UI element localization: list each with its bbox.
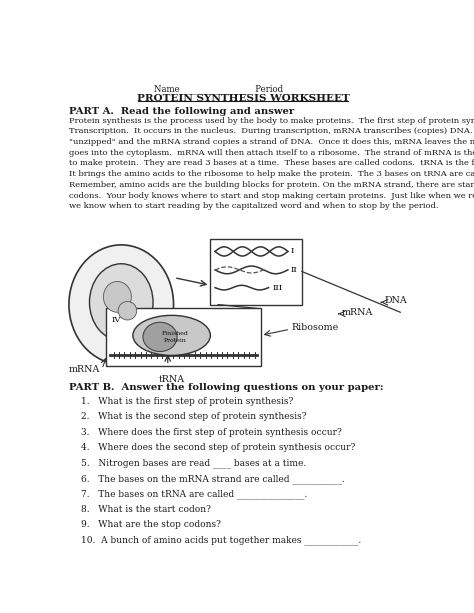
Bar <box>106 308 261 366</box>
Text: III: III <box>273 284 283 292</box>
Ellipse shape <box>103 281 131 312</box>
Ellipse shape <box>118 302 137 320</box>
Bar <box>210 239 302 305</box>
Text: Protein synthesis is the process used by the body to make proteins.  The first s: Protein synthesis is the process used by… <box>69 116 474 210</box>
Text: 4.   Where does the second step of protein synthesis occur?: 4. Where does the second step of protein… <box>81 443 355 452</box>
Text: 7.   The bases on tRNA are called _______________.: 7. The bases on tRNA are called ________… <box>81 489 307 499</box>
Text: PART B.  Answer the following questions on your paper:: PART B. Answer the following questions o… <box>69 383 383 392</box>
Text: IV: IV <box>112 316 121 324</box>
Ellipse shape <box>143 322 177 351</box>
Text: mRNA: mRNA <box>342 308 374 317</box>
Text: tRNA: tRNA <box>159 375 185 384</box>
Text: 9.   What are the stop codons?: 9. What are the stop codons? <box>81 520 221 529</box>
Text: Finished
Protein: Finished Protein <box>162 331 189 343</box>
Text: DNA: DNA <box>385 296 408 305</box>
Text: 8.   What is the start codon?: 8. What is the start codon? <box>81 504 211 514</box>
Text: 10.  A bunch of amino acids put together makes ____________.: 10. A bunch of amino acids put together … <box>81 536 361 545</box>
Ellipse shape <box>69 245 173 364</box>
Text: Ribosome: Ribosome <box>292 323 339 332</box>
Text: PROTEIN SYNTHESIS WORKSHEET: PROTEIN SYNTHESIS WORKSHEET <box>137 94 349 102</box>
Text: Name________________  Period___________: Name________________ Period___________ <box>155 85 331 94</box>
Text: 3.   Where does the first step of protein synthesis occur?: 3. Where does the first step of protein … <box>81 428 342 436</box>
Text: II: II <box>291 266 298 274</box>
Text: mRNA: mRNA <box>69 365 100 374</box>
Ellipse shape <box>90 264 153 341</box>
Text: 2.   What is the second step of protein synthesis?: 2. What is the second step of protein sy… <box>81 413 307 421</box>
Text: PART A.  Read the following and answer: PART A. Read the following and answer <box>69 107 294 116</box>
Text: I: I <box>291 248 294 256</box>
Text: 1.   What is the first step of protein synthesis?: 1. What is the first step of protein syn… <box>81 397 293 406</box>
Ellipse shape <box>133 315 210 356</box>
Text: 6.   The bases on the mRNA strand are called ___________.: 6. The bases on the mRNA strand are call… <box>81 474 345 484</box>
Text: 5.   Nitrogen bases are read ____ bases at a time.: 5. Nitrogen bases are read ____ bases at… <box>81 459 306 468</box>
